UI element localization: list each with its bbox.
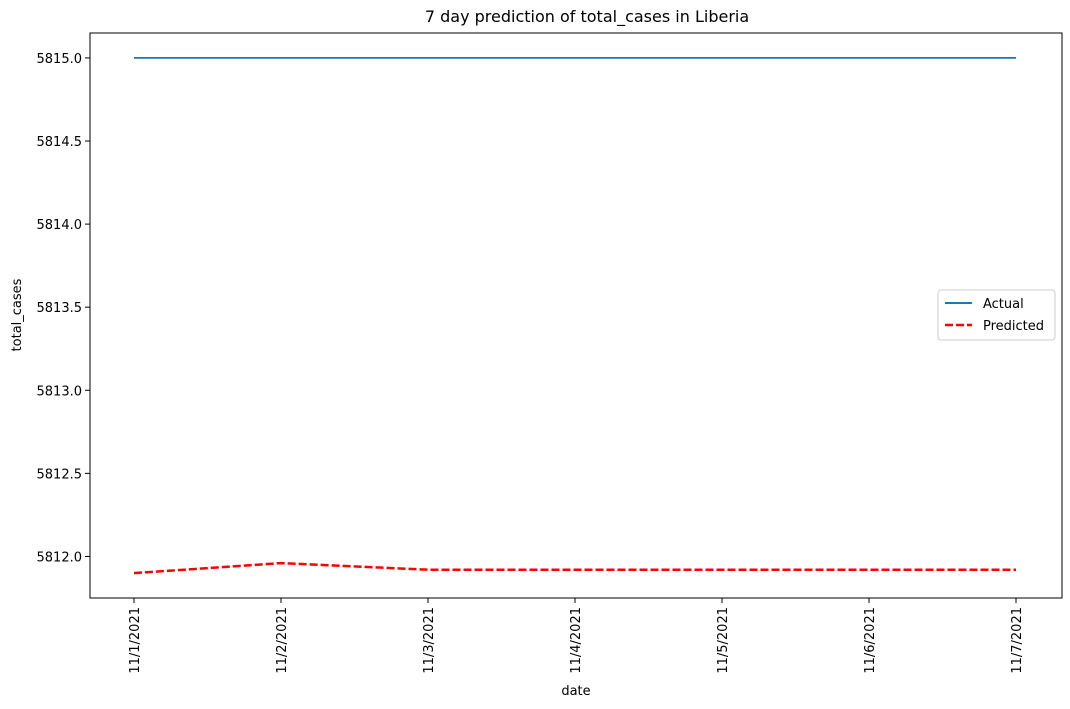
series-line-predicted	[133, 561, 1016, 575]
x-axis-label: date	[561, 684, 590, 699]
y-tick-label: 5813.5	[37, 301, 83, 316]
y-tick-label: 5812.0	[37, 550, 83, 565]
x-tick-label: 11/4/2021	[569, 607, 584, 674]
x-tick-label: 11/7/2021	[1010, 607, 1025, 674]
x-axis: 11/1/2021 11/2/2021 11/3/2021 11/4/2021 11/5…	[128, 598, 1025, 674]
y-tick-label: 5813.0	[37, 384, 83, 399]
y-tick-label: 5815.0	[37, 52, 83, 67]
y-tick-label: 5814.0	[37, 218, 83, 233]
plot-area	[89, 32, 1063, 599]
y-tick-label: 5812.5	[37, 467, 83, 482]
x-tick-label: 11/3/2021	[422, 607, 437, 674]
series-layer	[133, 57, 1016, 575]
y-axis-label: total_cases	[10, 278, 25, 351]
legend-label-actual: Actual	[983, 297, 1024, 312]
x-tick-label: 11/6/2021	[863, 607, 878, 674]
legend: Actual Predicted	[937, 289, 1056, 341]
x-tick-label: 11/5/2021	[716, 607, 731, 674]
y-tick-label: 5814.5	[37, 135, 83, 150]
legend-label-predicted: Predicted	[983, 319, 1044, 334]
x-tick-label: 11/2/2021	[275, 607, 290, 674]
x-tick-label: 11/1/2021	[128, 607, 143, 674]
y-axis: 5812.0 5812.5 5813.0 5813.5 5814.0 5814.5 5815…	[37, 52, 90, 565]
chart-title: 7 day prediction of total_cases in Liber…	[425, 7, 749, 27]
